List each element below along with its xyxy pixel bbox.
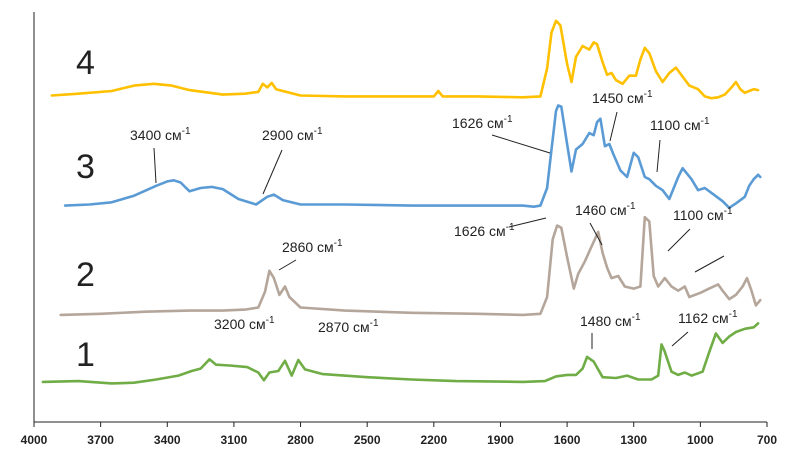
peak-label-1626-s3-text: 1626 см [452, 115, 504, 131]
peak-label-1100-s2-leader [667, 228, 691, 252]
peak-label-3200-text: 3200 см [214, 316, 266, 332]
x-axis: 4000 3700 3400 3100 2800 2500 2200 1900 1600 1300… [21, 421, 777, 447]
peak-label-2900-superscript: -1 [314, 126, 323, 137]
peak-label-3400-leader [153, 147, 157, 184]
peak-label-2870-text: 2870 см [318, 319, 370, 335]
peak-label-1100-s3-leader [656, 139, 661, 173]
peak-label-1450-superscript: -1 [644, 89, 653, 100]
peak-label-1460-text: 1460 см [575, 202, 627, 218]
peak-label-1626-s3-superscript: -1 [504, 114, 513, 125]
peak-label-3400-text: 3400 см [130, 127, 182, 143]
peak-label-1460: 1460 см-1 [575, 201, 636, 218]
curve-number-2-text: 2 [76, 256, 95, 294]
peak-label-1100-s3-text: 1100 см [650, 117, 701, 133]
x-axis-ticks: 4000 3700 3400 3100 2800 2500 2200 1900 1600 1300… [21, 422, 777, 447]
series-line-1 [41, 322, 760, 385]
peak-label-2900-text: 2900 см [262, 127, 314, 143]
series-line-4 [50, 19, 760, 100]
peak-label-2860-text: 2860 см [282, 239, 334, 255]
x-tick-label: 3700 [87, 433, 114, 447]
peak-label-1626-s3-leader [491, 134, 551, 154]
x-tick-label: 3100 [221, 433, 248, 447]
peak-label-1100-s3: 1100 см-1 [650, 116, 710, 133]
curve-number-4-text: 4 [76, 44, 95, 82]
peak-label-1480-text: 1480 см [580, 313, 632, 329]
x-tick-label: 1900 [487, 433, 514, 447]
peak-label-1100-s2: 1100 см-1 [673, 206, 733, 223]
peak-label-1162: 1162 см-1 [678, 309, 738, 326]
peak-label-1460-leader [589, 222, 603, 246]
curve-number-3: 3 [76, 148, 95, 186]
peak-label-1626-s3: 1626 см-1 [452, 114, 513, 131]
peak-label-1162-text: 1162 см [678, 310, 729, 326]
x-tick-label: 2200 [420, 433, 447, 447]
peak-label-1450-text: 1450 см [592, 90, 644, 106]
peak-label-1100-s3-superscript: -1 [701, 116, 710, 127]
unlabeled-leader [694, 255, 725, 273]
peak-label-2860-superscript: -1 [334, 238, 343, 249]
peak-label-1162-superscript: -1 [729, 309, 738, 320]
x-tick-label: 2800 [287, 433, 314, 447]
peak-label-1480: 1480 см-1 [580, 312, 641, 329]
peak-label-1626-s2: 1626 см-1 [454, 222, 515, 239]
curve-number-2: 2 [76, 256, 95, 294]
peak-label-2870-superscript: -1 [370, 318, 379, 329]
peak-label-1626-s2-text: 1626 см [454, 223, 506, 239]
peak-label-3200: 3200 см-1 [214, 315, 275, 332]
peak-label-1100-s2-text: 1100 см [673, 207, 724, 223]
peak-label-1626-s2-leader [508, 217, 547, 228]
peak-label-2860-leader [278, 259, 297, 271]
x-tick-label: 1000 [687, 433, 714, 447]
series-layer [41, 19, 762, 385]
curve-number-4: 4 [76, 44, 95, 82]
x-tick-label: 4000 [21, 433, 48, 447]
x-tick-label: 2500 [354, 433, 381, 447]
peak-label-1450: 1450 см-1 [592, 89, 653, 106]
peak-label-1100-s2-superscript: -1 [724, 206, 733, 217]
x-tick-label: 1300 [620, 433, 647, 447]
x-tick-label: 3400 [154, 433, 181, 447]
series-line-3 [63, 104, 762, 210]
peak-label-2870: 2870 см-1 [318, 318, 379, 335]
peak-label-2900-leader [262, 149, 283, 195]
peak-label-3200-superscript: -1 [266, 315, 275, 326]
curve-number-1: 1 [76, 336, 95, 374]
peak-label-3400-superscript: -1 [182, 126, 191, 137]
peak-label-1626-s2-superscript: -1 [506, 222, 515, 233]
peak-label-1480-superscript: -1 [632, 312, 641, 323]
peak-label-1162-leader [671, 331, 689, 347]
series-line-2 [59, 215, 762, 317]
peak-label-1460-superscript: -1 [627, 201, 636, 212]
peak-label-2900: 2900 см-1 [262, 126, 323, 143]
curve-number-1-text: 1 [76, 336, 95, 374]
curve-number-3-text: 3 [76, 148, 95, 186]
peak-label-3400: 3400 см-1 [130, 126, 191, 143]
peak-label-2860: 2860 см-1 [282, 238, 343, 255]
peak-label-1450-leader [609, 111, 618, 142]
x-tick-label: 700 [757, 433, 777, 447]
x-tick-label: 1600 [554, 433, 581, 447]
